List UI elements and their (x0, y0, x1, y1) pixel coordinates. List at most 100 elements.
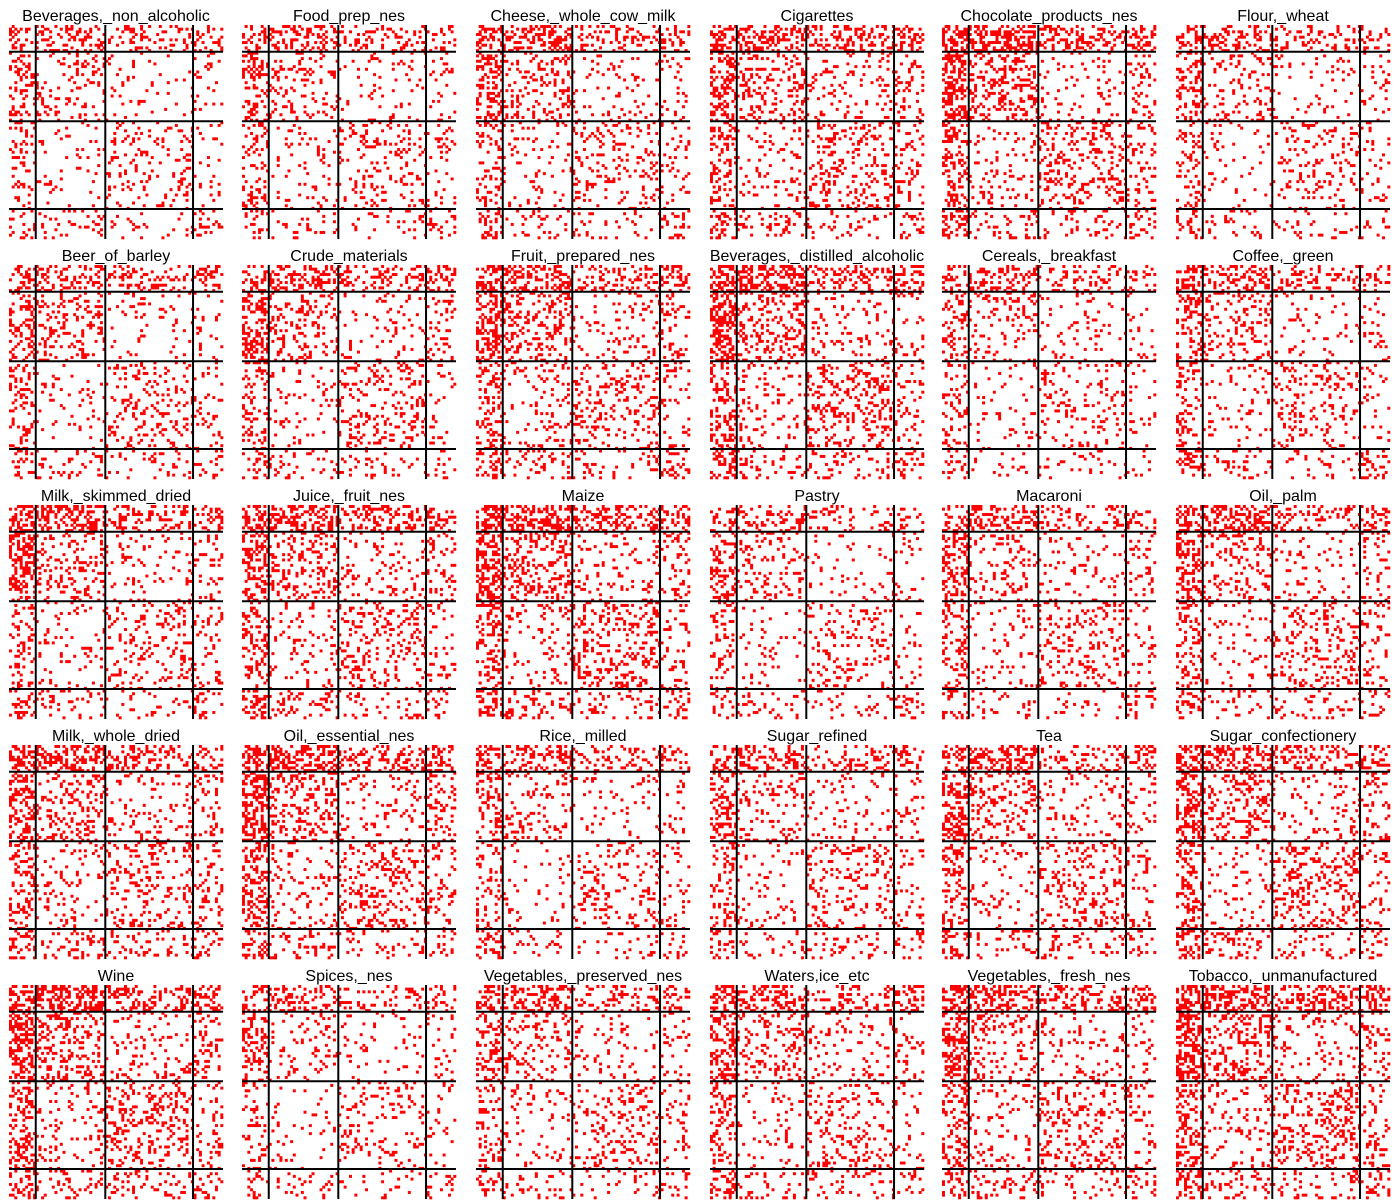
matrix-cell (28, 68, 31, 71)
matrix-cell (274, 103, 277, 106)
matrix-cell (881, 108, 884, 111)
matrix-cell (145, 36, 148, 39)
matrix-cell (1001, 25, 1004, 28)
matrix-cell (996, 151, 999, 154)
matrix-cell (119, 175, 122, 178)
matrix-cell (820, 113, 823, 116)
matrix-cell (903, 231, 906, 234)
matrix-cell (921, 218, 924, 221)
matrix-cell (919, 41, 922, 44)
matrix-cell (710, 103, 713, 106)
matrix-cell (1065, 38, 1068, 41)
matrix-cell (876, 199, 879, 202)
matrix-cell (1073, 103, 1076, 106)
matrix-cell (354, 228, 357, 231)
matrix-cell (715, 41, 718, 44)
matrix-cell (304, 36, 307, 39)
matrix-cell (9, 148, 12, 151)
matrix-cell (81, 62, 84, 65)
matrix-cell (862, 135, 865, 138)
matrix-cell (1004, 70, 1007, 73)
matrix-cell (790, 177, 793, 180)
matrix-cell (204, 46, 207, 49)
matrix-cell (889, 108, 892, 111)
matrix-cell (362, 33, 365, 36)
matrix-cell (400, 60, 403, 63)
matrix-cell (440, 57, 443, 60)
matrix-cell (1068, 46, 1071, 49)
matrix-cell (993, 129, 996, 132)
matrix-cell (955, 97, 958, 100)
matrix-cell (527, 137, 530, 140)
matrix-cell (755, 68, 758, 71)
matrix-cell (1086, 44, 1089, 47)
matrix-cell (900, 46, 903, 49)
matrix-cell (360, 46, 363, 49)
matrix-cell (841, 234, 844, 237)
matrix-cell (132, 159, 135, 162)
matrix-cell (710, 127, 713, 130)
matrix-cell (758, 116, 761, 119)
matrix-cell (1028, 73, 1031, 76)
matrix-cell (610, 180, 613, 183)
matrix-cell (143, 36, 146, 39)
matrix-cell (961, 84, 964, 87)
matrix-cell (400, 151, 403, 154)
matrix-cell (145, 89, 148, 92)
matrix-cell (796, 81, 799, 84)
matrix-cell (742, 73, 745, 76)
matrix-cell (750, 41, 753, 44)
matrix-cell (261, 167, 264, 170)
matrix-cell (908, 105, 911, 108)
matrix-cell (774, 218, 777, 221)
matrix-cell (710, 143, 713, 146)
matrix-cell (1049, 30, 1052, 33)
matrix-cell (516, 151, 519, 154)
matrix-cell (987, 113, 990, 116)
matrix-cell (440, 137, 443, 140)
matrix-cell (631, 28, 634, 31)
matrix-cell (14, 33, 17, 36)
matrix-cell (527, 108, 530, 111)
matrix-cell (521, 215, 524, 218)
matrix-cell (516, 111, 519, 114)
matrix-cell (261, 124, 264, 127)
matrix-cell (411, 89, 414, 92)
matrix-cell (575, 151, 578, 154)
matrix-cell (596, 38, 599, 41)
matrix-cell (854, 188, 857, 191)
matrix-cell (100, 218, 103, 221)
matrix-cell (255, 148, 258, 151)
matrix-cell (710, 57, 713, 60)
matrix-cell (1012, 33, 1015, 36)
matrix-cell (798, 215, 801, 218)
matrix-cell (942, 156, 945, 159)
matrix-cell (508, 202, 511, 205)
matrix-cell (487, 54, 490, 57)
matrix-cell (554, 25, 557, 28)
matrix-cell (312, 70, 315, 73)
matrix-cell (1129, 36, 1132, 39)
matrix-cell (41, 223, 44, 226)
matrix-cell (674, 234, 677, 237)
matrix-cell (1078, 153, 1081, 156)
matrix-cell (755, 73, 758, 76)
matrix-cell (63, 73, 66, 76)
matrix-cell (484, 223, 487, 226)
matrix-cell (998, 33, 1001, 36)
matrix-cell (89, 30, 92, 33)
matrix-cell (828, 172, 831, 175)
matrix-cell (650, 161, 653, 164)
matrix-cell (825, 199, 828, 202)
matrix-cell (916, 218, 919, 221)
matrix-cell (333, 30, 336, 33)
matrix-cell (290, 44, 293, 47)
matrix-cell (580, 220, 583, 223)
matrix-cell (1129, 135, 1132, 138)
matrix-cell (535, 25, 538, 28)
matrix-cell (591, 44, 594, 47)
matrix-cell (876, 137, 879, 140)
matrix-cell (1033, 100, 1036, 103)
matrix-cell (761, 111, 764, 114)
matrix-cell (495, 143, 498, 146)
